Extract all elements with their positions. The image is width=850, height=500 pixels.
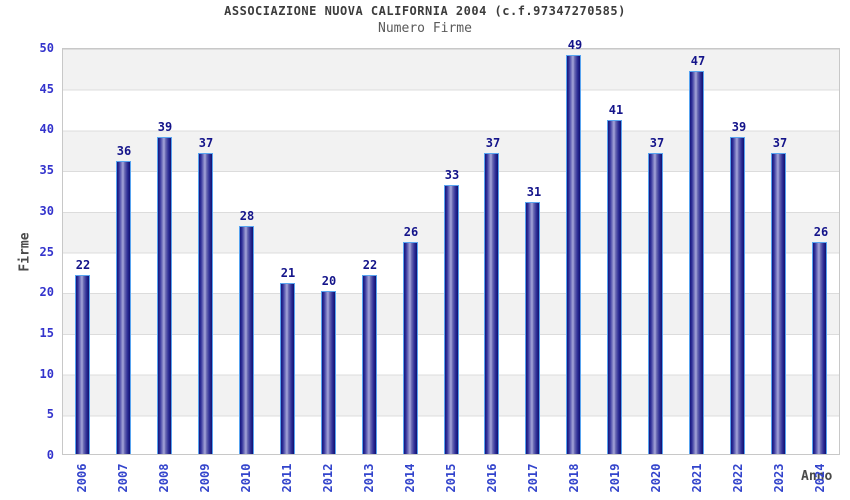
bar-value-label: 22 [75, 258, 91, 272]
bar-2023 [771, 153, 786, 454]
bar-value-label: 20 [321, 274, 337, 288]
bar-value-label: 36 [116, 144, 132, 158]
x-tick-label: 2008 [157, 463, 171, 493]
bar-2007 [116, 161, 131, 454]
y-tick-label: 50 [39, 41, 54, 55]
bar-value-label: 22 [362, 258, 378, 272]
y-tick-label: 0 [46, 448, 54, 462]
bar-2010 [239, 226, 254, 454]
bar-value-label: 33 [444, 168, 460, 182]
bar-value-label: 37 [485, 136, 501, 150]
y-tick-label: 10 [39, 367, 54, 381]
bar-value-label: 47 [690, 54, 706, 68]
x-tick-label: 2017 [526, 463, 540, 493]
y-tick-label: 35 [39, 163, 54, 177]
y-tick-label: 20 [39, 285, 54, 299]
bar-value-label: 39 [157, 120, 173, 134]
x-tick-label: 2011 [280, 463, 294, 493]
x-axis-title: Anno [801, 469, 833, 484]
x-tick-label: 2022 [731, 463, 745, 493]
y-tick-label: 15 [39, 326, 54, 340]
x-tick-label: 2015 [444, 463, 458, 493]
x-tick-label: 2021 [690, 463, 704, 493]
bar-2018 [566, 55, 581, 454]
bar-value-label: 28 [239, 209, 255, 223]
x-tick-label: 2009 [198, 463, 212, 493]
x-tick-label: 2023 [772, 463, 786, 493]
x-tick-label: 2010 [239, 463, 253, 493]
plot-area: 22 36 39 37 28 21 20 22 26 33 37 31 49 41 37 47 39 37 26 [62, 38, 840, 455]
bar-2009 [198, 153, 213, 454]
x-tick-label: 2020 [649, 463, 663, 493]
x-tick-label: 2016 [485, 463, 499, 493]
y-tick-label: 45 [39, 82, 54, 96]
bar-2017 [525, 202, 540, 454]
bar-2021 [689, 71, 704, 454]
y-tick-label: 30 [39, 204, 54, 218]
x-tick-label: 2012 [321, 463, 335, 493]
bar-value-label: 37 [198, 136, 214, 150]
x-tick-label: 2019 [608, 463, 622, 493]
x-tick-label: 2006 [75, 463, 89, 493]
bar-value-label: 21 [280, 266, 296, 280]
y-tick-label: 5 [46, 407, 54, 421]
bar-2020 [648, 153, 663, 454]
y-tick-label: 25 [39, 245, 54, 259]
bar-value-label: 49 [567, 38, 583, 52]
bar-2008 [157, 137, 172, 454]
bar-value-label: 26 [403, 225, 419, 239]
bar-value-label: 37 [649, 136, 665, 150]
bar-value-label: 26 [813, 225, 829, 239]
bar-2024 [812, 242, 827, 454]
bar-2012 [321, 291, 336, 454]
bar-value-label: 39 [731, 120, 747, 134]
x-tick-label: 2014 [403, 463, 417, 493]
x-tick-label: 2007 [116, 463, 130, 493]
bar-2022 [730, 137, 745, 454]
y-tick-label: 40 [39, 122, 54, 136]
x-tick-label: 2013 [362, 463, 376, 493]
bar-value-label: 37 [772, 136, 788, 150]
x-tick-label: 2024 [813, 463, 827, 493]
bar-2016 [484, 153, 499, 454]
bar-value-label: 41 [608, 103, 624, 117]
bar-2006 [75, 275, 90, 454]
bar-2014 [403, 242, 418, 454]
bar-value-label: 31 [526, 185, 542, 199]
bar-2019 [607, 120, 622, 454]
bar-2013 [362, 275, 377, 454]
bar-2015 [444, 185, 459, 454]
chart-subtitle: Numero Firme [378, 21, 472, 36]
bar-2011 [280, 283, 295, 454]
chart-title: ASSOCIAZIONE NUOVA CALIFORNIA 2004 (c.f.… [224, 4, 626, 18]
x-tick-label: 2018 [567, 463, 581, 493]
